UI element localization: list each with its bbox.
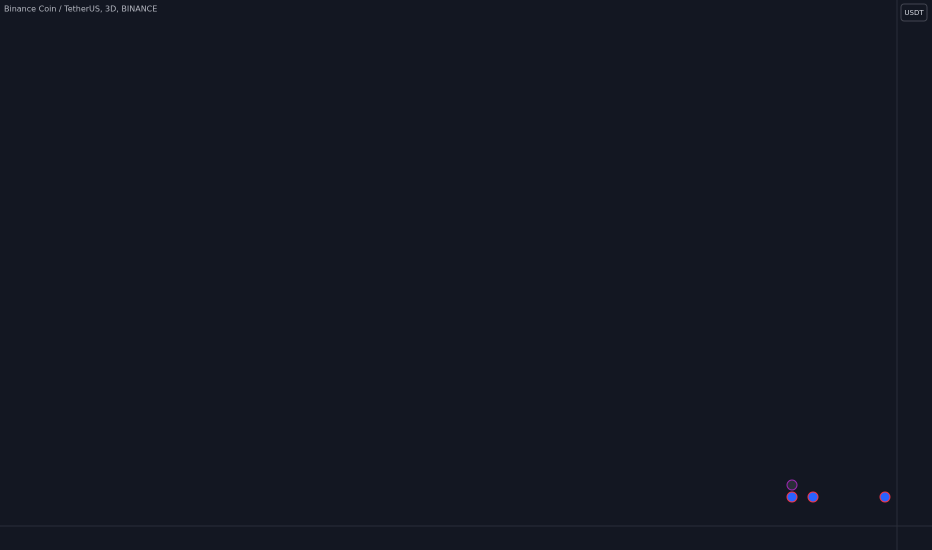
currency-label[interactable]: USDT	[904, 9, 924, 17]
chart-title: Binance Coin / TetherUS, 3D, BINANCE	[4, 5, 157, 14]
event-icons	[786, 479, 891, 503]
currency-button[interactable]	[900, 3, 928, 22]
